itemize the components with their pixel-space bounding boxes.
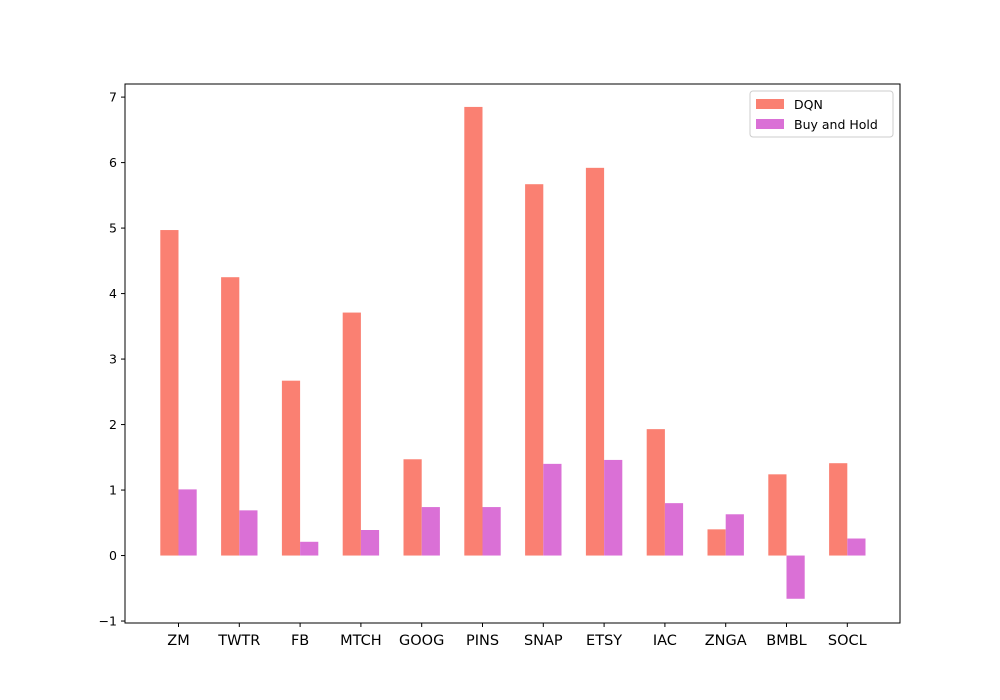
y-tick-label: 4 — [109, 286, 117, 301]
bar-dqn-socl — [829, 463, 848, 556]
x-tick-label-twtr: TWTR — [217, 633, 260, 649]
y-tick-label: 7 — [109, 90, 117, 105]
y-tick-label: −1 — [99, 614, 117, 629]
x-tick-label-znga: ZNGA — [705, 633, 747, 649]
bar-buy-and-hold-pins — [482, 507, 501, 556]
bar-buy-and-hold-znga — [725, 514, 744, 556]
bar-buy-and-hold-etsy — [604, 459, 623, 556]
bar-dqn-fb — [281, 380, 301, 556]
bar-dqn-etsy — [585, 167, 605, 556]
bar-buy-and-hold-twtr — [239, 510, 258, 556]
bar-buy-and-hold-fb — [300, 541, 319, 556]
legend: DQN Buy and Hold — [749, 90, 894, 138]
bar-dqn-twtr — [221, 277, 240, 556]
y-axis: −1 0 1 2 3 4 5 6 7 — [99, 90, 125, 629]
x-tick-label-bmbl: BMBL — [766, 633, 806, 649]
legend-label-dqn: DQN — [794, 97, 823, 112]
y-tick-label: 2 — [109, 417, 117, 432]
x-tick-label-mtch: MTCH — [340, 633, 382, 649]
bar-buy-and-hold-goog — [421, 507, 440, 556]
x-axis: ZM TWTR FB MTCH GOOG PINS SNAP ETSY IAC ZNGA BMBL S… — [167, 623, 867, 649]
bar-dqn-snap — [525, 184, 544, 556]
x-tick-label-snap: SNAP — [524, 633, 563, 649]
bar-dqn-bmbl — [768, 474, 787, 556]
bar-buy-and-hold-mtch — [360, 530, 380, 556]
bar-buy-and-hold-iac — [664, 503, 684, 556]
legend-swatch-buy-and-hold — [756, 119, 784, 129]
bar-dqn-iac — [646, 429, 665, 556]
y-tick-label: 6 — [109, 155, 117, 170]
x-tick-label-goog: GOOG — [399, 633, 444, 649]
y-tick-label: 3 — [109, 352, 117, 367]
bar-buy-and-hold-socl — [847, 538, 866, 556]
bars-layer — [160, 106, 866, 599]
bar-buy-and-hold-bmbl — [786, 555, 805, 599]
x-tick-label-etsy: ETSY — [586, 633, 622, 649]
bar-buy-and-hold-zm — [178, 489, 197, 556]
x-tick-label-socl: SOCL — [828, 633, 867, 649]
y-tick-label: 1 — [109, 483, 117, 498]
bar-dqn-goog — [403, 459, 422, 556]
bar-buy-and-hold-snap — [543, 463, 562, 556]
legend-swatch-dqn — [756, 99, 784, 109]
bar-dqn-zm — [160, 230, 179, 556]
x-tick-label-zm: ZM — [167, 633, 189, 649]
legend-box — [749, 90, 894, 138]
x-tick-label-fb: FB — [291, 633, 309, 649]
x-tick-label-iac: IAC — [653, 633, 677, 649]
bar-dqn-mtch — [342, 312, 361, 556]
axes-frame — [124, 83, 901, 624]
x-tick-label-pins: PINS — [466, 633, 499, 649]
bar-dqn-pins — [464, 106, 483, 556]
bar-dqn-znga — [707, 529, 726, 556]
y-tick-label: 5 — [109, 221, 117, 236]
y-tick-label: 0 — [109, 548, 117, 563]
legend-label-buy-and-hold: Buy and Hold — [794, 117, 878, 132]
